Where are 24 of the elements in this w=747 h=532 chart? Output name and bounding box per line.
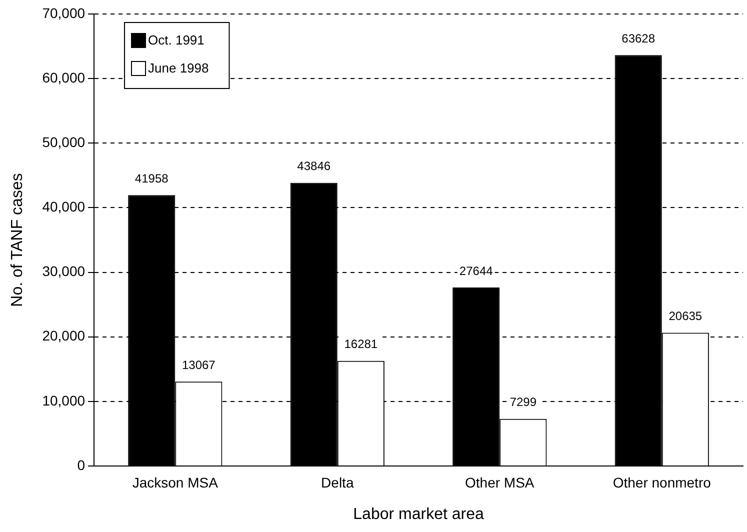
x-axis-title: Labor market area [353,506,484,523]
y-tick-label: 70,000 [42,4,86,21]
legend-label: Oct. 1991 [148,32,204,48]
legend-label: June 1998 [148,60,209,76]
x-tick-label: Jackson MSA [132,474,219,490]
x-tick-label: Other nonmetro [612,474,712,490]
y-tick-label: 40,000 [42,198,86,215]
y-tick-label: 50,000 [42,134,86,150]
y-tick-label: 20,000 [42,328,86,344]
y-axis-title: No. of TANF cases [9,173,26,307]
data-label: 63628 [622,31,656,46]
data-label: 27644 [459,264,494,278]
y-tick-label: 60,000 [42,69,86,86]
data-label: 16281 [344,337,378,352]
y-tick-label: 0 [77,456,86,473]
data-label: 43846 [297,159,331,174]
data-label: 13067 [182,358,216,372]
data-label: 20635 [668,309,702,324]
y-tick-label: 30,000 [42,263,86,280]
x-tick-label: Delta [321,474,354,490]
y-tick-label: 10,000 [42,392,86,408]
data-label: 41958 [134,171,169,186]
x-tick-label: Other MSA [465,474,535,490]
data-label: 7299 [510,395,537,410]
